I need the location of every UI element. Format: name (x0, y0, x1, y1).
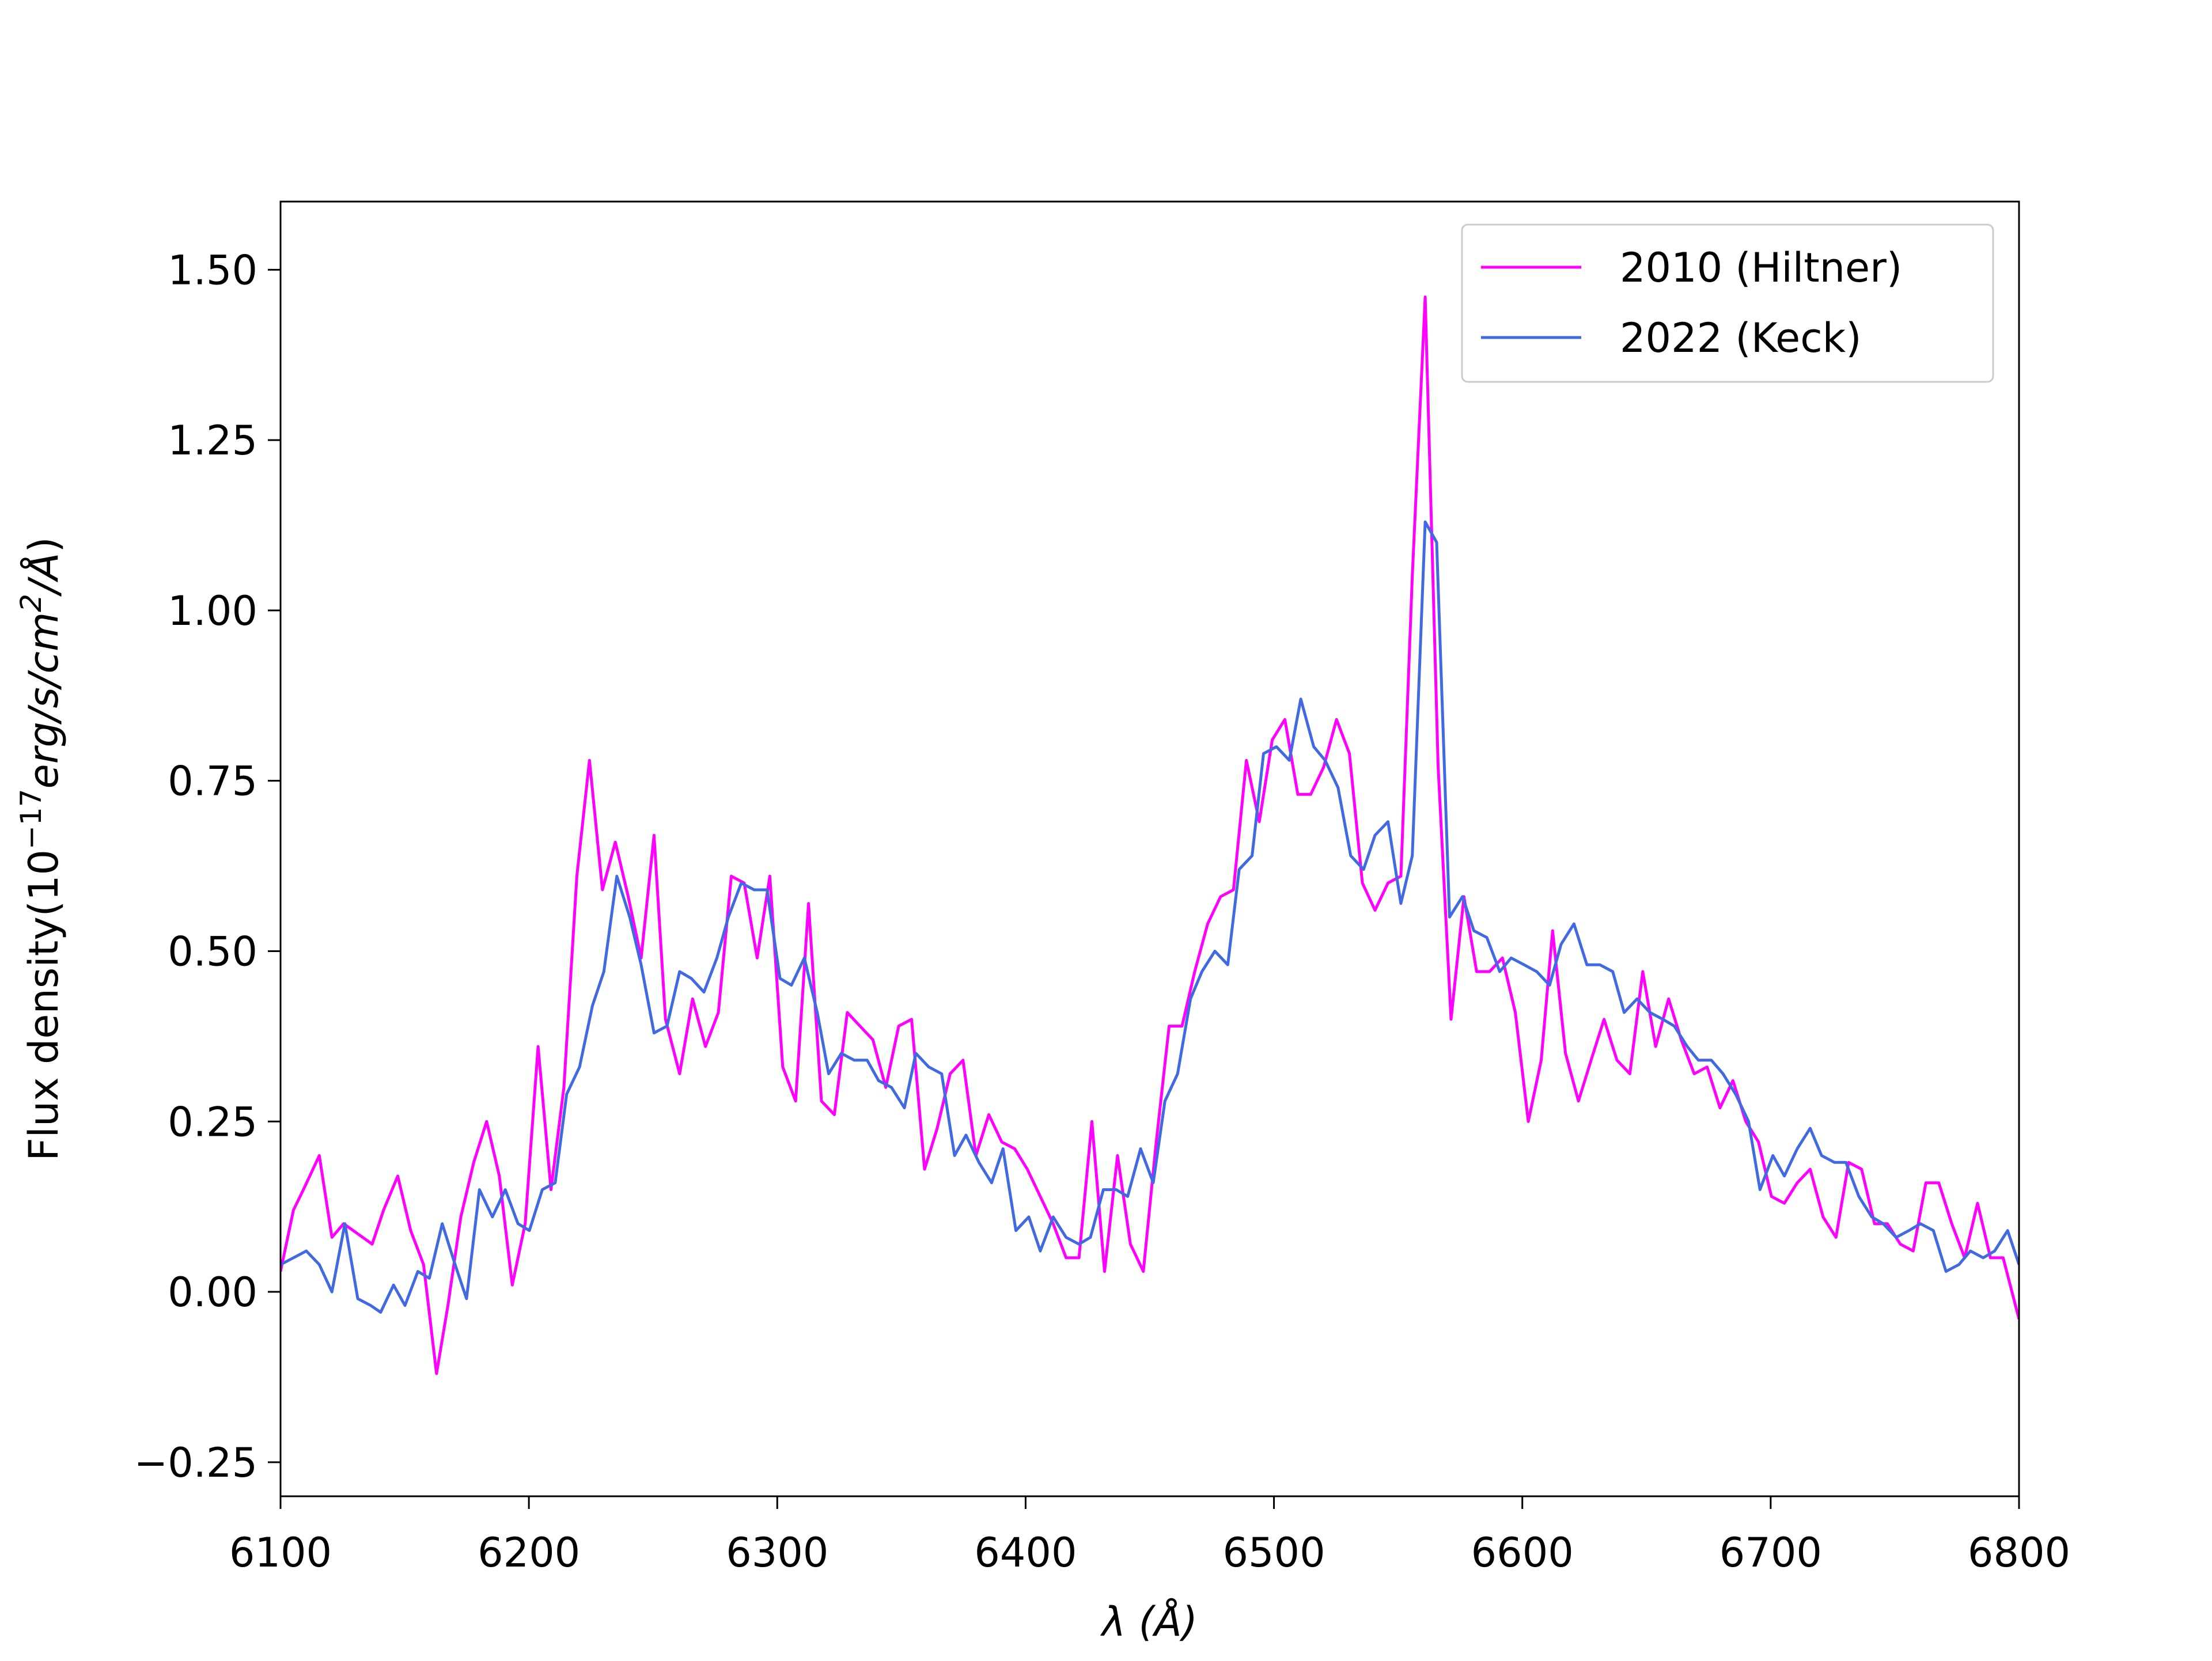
y-tick-label: 1.25 (168, 417, 257, 464)
legend-label: 2010 (Hiltner) (1620, 244, 1902, 291)
y-tick-label: 0.75 (168, 758, 257, 805)
x-tick-label: 6600 (1471, 1529, 1574, 1576)
legend-box (1461, 223, 1994, 383)
x-tick-label: 6100 (229, 1529, 332, 1576)
y-axis-label-part: /Å (20, 553, 67, 597)
x-tick-label: 6200 (478, 1529, 580, 1576)
y-axis-label: Flux density(10−17erg/s/cm2/Å) (14, 537, 67, 1161)
y-axis-label-part: 2 (14, 594, 48, 612)
x-axis-label: λ (Å) (1100, 1598, 1198, 1645)
y-tick-label: −0.25 (134, 1439, 257, 1486)
y-axis-label-part: ) (20, 537, 67, 552)
data-line (281, 520, 2019, 1314)
y-axis-label-part: −17 (14, 788, 48, 850)
x-tick-label: 6300 (726, 1529, 828, 1576)
y-tick-label: 0.25 (168, 1098, 257, 1146)
y-axis-label-part: Flux density(10 (20, 850, 67, 1161)
y-tick-label: 0.00 (168, 1269, 257, 1316)
y-tick-label: 0.50 (168, 928, 257, 975)
x-tick-label: 6800 (1968, 1529, 2070, 1576)
data-line (281, 295, 2019, 1375)
legend-label: 2022 (Keck) (1620, 314, 1862, 362)
x-tick-label: 6700 (1719, 1529, 1822, 1576)
y-tick-label: 1.50 (168, 247, 257, 294)
plot-frame (279, 200, 2020, 1497)
x-tick-label: 6400 (974, 1529, 1077, 1576)
y-tick-label: 1.00 (168, 587, 257, 635)
y-axis-label-part: erg/s/cm (20, 612, 67, 789)
x-tick-label: 6500 (1222, 1529, 1325, 1576)
